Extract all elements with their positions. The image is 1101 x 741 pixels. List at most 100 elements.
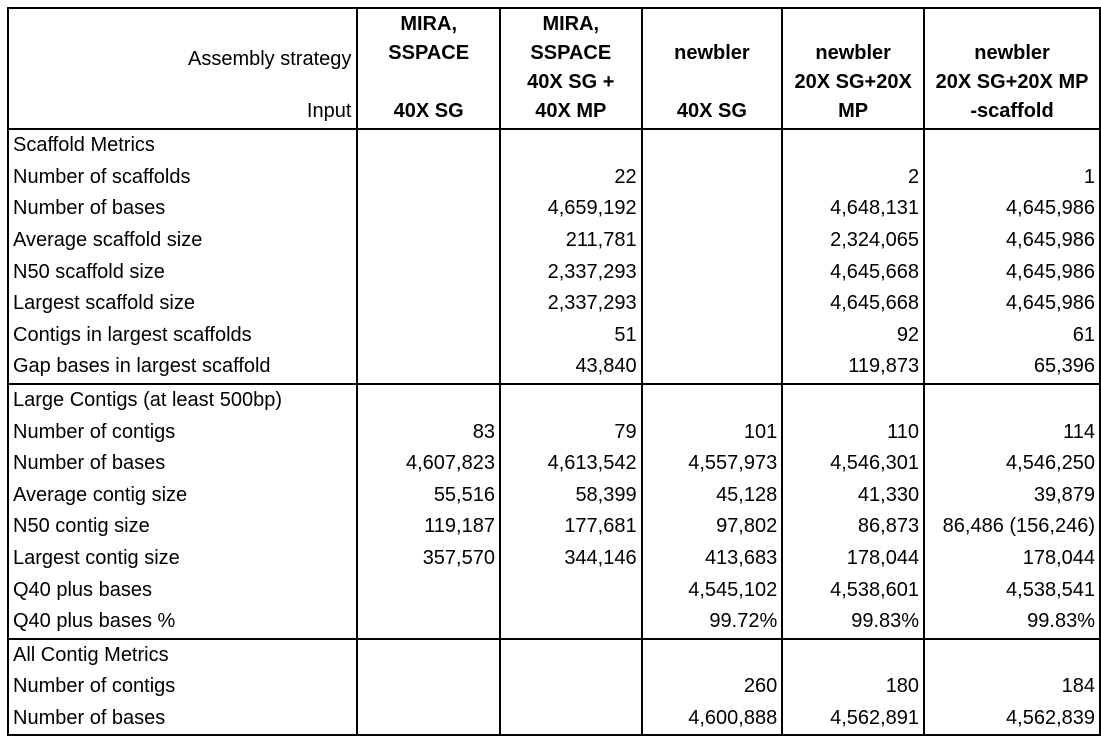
- table-cell: [640, 224, 784, 257]
- table-cell: 55,516: [356, 479, 501, 512]
- column-header-line: SSPACE: [388, 42, 470, 64]
- table-cell: 4,648,131: [781, 193, 926, 225]
- table-cell: 4,600,888: [640, 702, 784, 737]
- table-row: Number of bases 4,659,192 4,648,131 4,64…: [6, 193, 1101, 225]
- table-cell: [498, 702, 643, 737]
- table-cell: 184: [923, 671, 1101, 703]
- table-cell: 39,879: [923, 479, 1101, 512]
- header-label-cell: Assembly strategy Input: [6, 7, 359, 130]
- table-cell: 22: [498, 161, 643, 194]
- table-cell: 92: [781, 319, 926, 352]
- row-label: Q40 plus bases: [6, 574, 359, 606]
- section-title-row: All Contig Metrics: [6, 638, 1101, 672]
- table-cell: 4,645,668: [781, 287, 926, 320]
- table-cell: [356, 638, 501, 672]
- table-cell: [356, 351, 501, 385]
- column-header-line: [645, 68, 780, 97]
- table-row: Q40 plus bases 4,545,102 4,538,601 4,538…: [6, 574, 1101, 606]
- table-cell: 65,396: [923, 351, 1101, 385]
- column-header-line: 40X SG: [393, 100, 464, 122]
- column-header-mira-sspace-40x-sg: MIRA, SSPACE 40X SG: [356, 7, 501, 130]
- table-row: Largest scaffold size 2,337,293 4,645,66…: [6, 287, 1101, 320]
- table-cell: [640, 319, 784, 352]
- table-cell: 99.83%: [923, 605, 1101, 640]
- table-cell: 41,330: [781, 479, 926, 512]
- table-cell: 2,324,065: [781, 224, 926, 257]
- column-header-line: 40X SG +: [527, 71, 615, 93]
- table-cell: 99.83%: [781, 605, 926, 640]
- table-cell: 4,645,986: [923, 256, 1101, 288]
- table-cell: [356, 193, 501, 225]
- table-cell: [356, 671, 501, 703]
- table-cell: 2: [781, 161, 926, 194]
- table-row: Largest contig size 357,570 344,146 413,…: [6, 542, 1101, 575]
- table-cell: [923, 638, 1101, 672]
- table-header: Assembly strategy Input MIRA, SSPACE 40X…: [6, 7, 1101, 130]
- table-row: Number of bases 4,600,888 4,562,891 4,56…: [6, 702, 1101, 737]
- table-cell: 86,873: [781, 511, 926, 543]
- table-cell: 97,802: [640, 511, 784, 543]
- table-cell: [498, 605, 643, 640]
- table-cell: [781, 129, 926, 162]
- table-cell: [356, 256, 501, 288]
- column-header-line: MIRA,: [542, 13, 600, 35]
- table-cell: 4,645,986: [923, 193, 1101, 225]
- table-cell: [640, 287, 784, 320]
- table-cell: 178,044: [781, 542, 926, 575]
- column-header-line: 40X MP: [535, 100, 607, 122]
- column-header-line: MIRA,: [400, 13, 458, 35]
- table-cell: [640, 383, 784, 417]
- header-row: Assembly strategy Input MIRA, SSPACE 40X…: [6, 7, 1101, 130]
- table-cell: [356, 224, 501, 257]
- table-cell: [640, 129, 784, 162]
- table-cell: 2,337,293: [498, 287, 643, 320]
- table-cell: [498, 383, 643, 417]
- table-cell: [498, 574, 643, 606]
- row-label: Number of scaffolds: [6, 161, 359, 194]
- table-cell: [640, 256, 784, 288]
- assembly-comparison-table: Assembly strategy Input MIRA, SSPACE 40X…: [6, 7, 1101, 737]
- table-cell: [781, 638, 926, 672]
- table-cell: [781, 383, 926, 417]
- table-cell: 110: [781, 416, 926, 448]
- table-cell: 4,562,839: [923, 702, 1101, 737]
- column-header-line: [360, 68, 497, 97]
- row-label: N50 contig size: [6, 511, 359, 543]
- table-cell: 2,337,293: [498, 256, 643, 288]
- section-title-row: Scaffold Metrics: [6, 129, 1101, 162]
- row-label: Gap bases in largest scaffold: [6, 351, 359, 385]
- row-label: Largest scaffold size: [6, 287, 359, 320]
- table-cell: [356, 574, 501, 606]
- table-row: Number of contigs 260 180 184: [6, 671, 1101, 703]
- table-cell: [640, 193, 784, 225]
- section-title: All Contig Metrics: [6, 638, 359, 672]
- table-cell: 178,044: [923, 542, 1101, 575]
- table-cell: 4,645,986: [923, 287, 1101, 320]
- table-cell: 4,613,542: [498, 447, 643, 480]
- table-cell: [356, 287, 501, 320]
- table-row: Number of bases 4,607,823 4,613,542 4,55…: [6, 447, 1101, 480]
- column-header-line: newbler: [974, 42, 1050, 64]
- input-label: Input: [306, 100, 352, 122]
- row-label: Number of bases: [6, 193, 359, 225]
- column-header-line: newbler: [815, 42, 891, 64]
- table-cell: 413,683: [640, 542, 784, 575]
- table-row: Q40 plus bases % 99.72% 99.83% 99.83%: [6, 605, 1101, 640]
- table-cell: 4,557,973: [640, 447, 784, 480]
- table-cell: 4,546,250: [923, 447, 1101, 480]
- table-cell: [356, 702, 501, 737]
- table-row: N50 scaffold size 2,337,293 4,645,668 4,…: [6, 256, 1101, 288]
- row-label: Q40 plus bases %: [6, 605, 359, 640]
- table-cell: 4,545,102: [640, 574, 784, 606]
- table-cell: 4,645,668: [781, 256, 926, 288]
- table-cell: 99.72%: [640, 605, 784, 640]
- table-cell: [498, 638, 643, 672]
- column-header-line: MP: [838, 100, 869, 122]
- table-cell: 101: [640, 416, 784, 448]
- table-row: Average scaffold size 211,781 2,324,065 …: [6, 224, 1101, 257]
- row-label: N50 scaffold size: [6, 256, 359, 288]
- table-cell: 260: [640, 671, 784, 703]
- table-cell: [640, 351, 784, 385]
- table-cell: 4,607,823: [356, 447, 501, 480]
- table-row: Gap bases in largest scaffold 43,840 119…: [6, 351, 1101, 385]
